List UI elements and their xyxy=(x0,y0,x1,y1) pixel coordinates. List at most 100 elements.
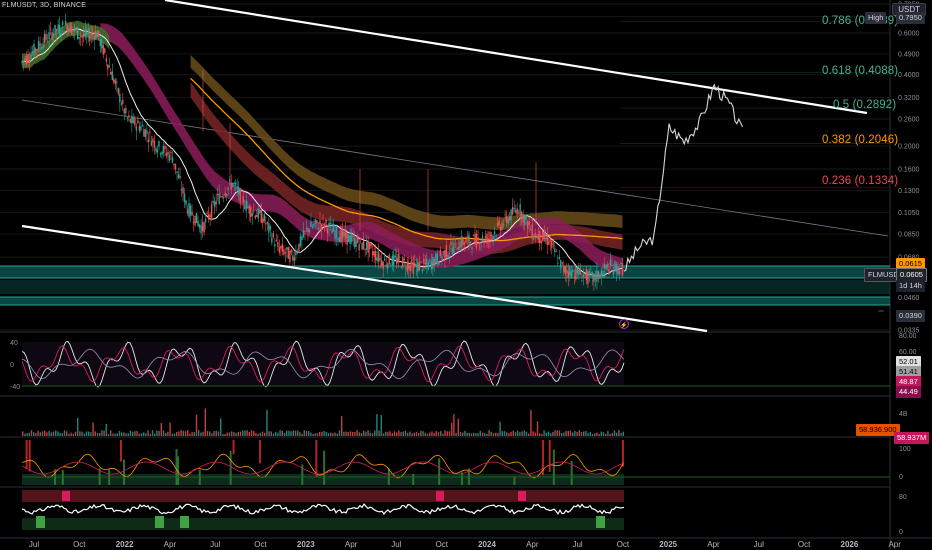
volume-value-tag: 58.936.900 xyxy=(856,424,900,436)
candle-body xyxy=(87,28,89,35)
volume-bar xyxy=(605,433,607,436)
volume-bar xyxy=(325,431,327,436)
volume-bar xyxy=(389,431,391,436)
time-axis-label: Apr xyxy=(707,540,720,549)
candle-body xyxy=(284,252,287,254)
volume-bar xyxy=(239,431,242,436)
candle-body xyxy=(248,205,250,214)
candle-body xyxy=(165,153,168,157)
candle-body xyxy=(224,193,226,197)
candle-body xyxy=(548,241,550,245)
volume-bar xyxy=(211,433,213,436)
volume-bar xyxy=(233,432,235,436)
candle-body xyxy=(149,131,151,134)
volume-bar xyxy=(257,433,259,436)
candle-body xyxy=(86,32,88,36)
ema-white-line xyxy=(21,27,623,277)
volume-bar xyxy=(327,433,330,436)
candle-body xyxy=(144,129,147,137)
candle-body xyxy=(391,255,393,266)
candle-body xyxy=(311,225,314,228)
time-axis[interactable]: Jul Oct 2022 Apr Jul Oct 2023 Apr Jul Oct 2024 Apr J… xyxy=(29,540,932,549)
osc3-overbought-zone xyxy=(22,490,624,502)
volume-bar xyxy=(378,430,380,436)
candle-body xyxy=(502,224,505,226)
volume-bar xyxy=(347,432,349,436)
volume-bar xyxy=(354,432,356,436)
volume-bar xyxy=(556,430,558,436)
candle-body xyxy=(232,183,234,187)
candle-body xyxy=(236,186,238,190)
candle-body xyxy=(292,255,294,261)
osc3-signal xyxy=(596,516,605,528)
candle-body xyxy=(602,271,604,278)
ema-value-tag: 0.0615 xyxy=(896,258,925,270)
candle-body xyxy=(22,61,25,62)
osc2-signal-bar xyxy=(548,440,551,473)
volume-bar xyxy=(165,432,167,436)
candle-body xyxy=(66,24,68,32)
candle-body xyxy=(475,233,478,248)
volume-bar xyxy=(316,433,319,436)
volume-bar xyxy=(539,433,541,436)
volume-bar xyxy=(360,433,363,436)
channel-upper-line[interactable] xyxy=(164,0,868,115)
volume-bar xyxy=(107,433,110,436)
volume-bar xyxy=(349,431,352,436)
candle-body xyxy=(338,237,341,243)
volume-bar xyxy=(66,431,68,436)
candle-body xyxy=(408,263,410,270)
volume-value-short-tag: 58.937M xyxy=(894,432,930,444)
time-axis-label: Jul xyxy=(754,540,764,549)
volume-bar xyxy=(358,432,360,436)
volume-bar xyxy=(270,431,272,436)
volume-bar xyxy=(231,431,233,436)
candle-body xyxy=(251,213,253,217)
candle-body xyxy=(481,235,484,241)
candle-body xyxy=(99,39,101,46)
volume-bar xyxy=(457,418,459,436)
candle-body xyxy=(462,238,464,246)
volume-bar xyxy=(248,432,250,436)
candle-body xyxy=(579,268,582,275)
candle-body xyxy=(114,80,117,84)
volume-bar xyxy=(508,433,510,436)
symbol-title[interactable]: FLMUSDT, 3D, BINANCE xyxy=(2,2,87,9)
volume-bar xyxy=(558,430,561,436)
volume-bar xyxy=(92,422,94,436)
channel-lower-line[interactable] xyxy=(21,224,708,333)
candle-body xyxy=(63,31,65,34)
candle-body xyxy=(558,256,560,259)
event-marker-icon[interactable] xyxy=(618,318,630,330)
candle-body xyxy=(152,138,154,143)
candle-body xyxy=(496,223,499,226)
candle-body xyxy=(159,153,162,155)
candle-body xyxy=(522,214,524,223)
osc2-zone xyxy=(22,474,624,485)
candle-body xyxy=(21,61,23,63)
osc2-signal-bar xyxy=(513,476,516,485)
volume-bar xyxy=(224,433,226,436)
volume-bar xyxy=(246,430,248,436)
candle-body xyxy=(120,103,123,105)
candle-body xyxy=(605,265,607,269)
candle-body xyxy=(310,221,312,227)
candle-body xyxy=(286,247,288,250)
candle-body xyxy=(314,219,317,224)
candle-body xyxy=(257,208,259,219)
candle-body xyxy=(227,187,229,191)
candle-body xyxy=(531,224,533,239)
candle-body xyxy=(293,257,296,261)
volume-bar xyxy=(103,430,105,436)
candle-body xyxy=(39,43,41,47)
volume-bar xyxy=(470,433,473,436)
candle-body xyxy=(495,235,497,237)
volume-bar xyxy=(244,430,246,436)
candle-body xyxy=(343,231,345,237)
candle-body xyxy=(104,48,106,53)
osc1-right-axis-label: 60.00 xyxy=(899,349,917,356)
candle-body xyxy=(146,130,148,134)
volume-bar xyxy=(180,430,182,436)
channel-mid-line[interactable] xyxy=(21,99,889,237)
